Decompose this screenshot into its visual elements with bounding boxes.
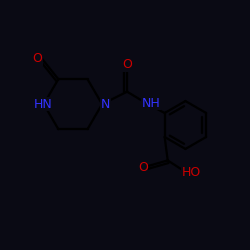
Text: O: O [122,58,132,71]
Text: O: O [138,161,148,174]
Text: HN: HN [33,98,52,111]
Text: N: N [100,98,110,111]
Text: HO: HO [182,166,201,179]
Text: NH: NH [142,96,161,110]
Text: O: O [32,52,42,65]
